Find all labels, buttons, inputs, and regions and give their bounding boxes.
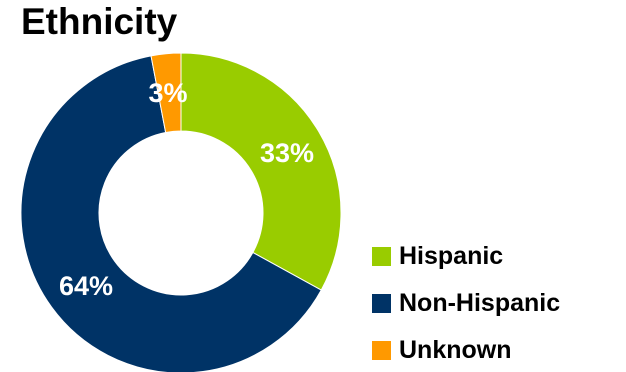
data-label-unknown: 3% [148, 78, 187, 108]
legend-swatch-unknown [372, 341, 391, 360]
legend-label-hispanic: Hispanic [399, 242, 504, 270]
legend-swatch-non-hispanic [372, 294, 391, 313]
slice-unknown [150, 52, 182, 134]
slice-non-hispanic [20, 55, 322, 372]
legend-item-non-hispanic: Non-Hispanic [372, 287, 560, 320]
legend-item-unknown: Unknown [372, 334, 560, 367]
slice-hispanic [180, 52, 342, 291]
legend-item-hispanic: Hispanic [372, 240, 560, 273]
data-label-hispanic: 33% [260, 138, 314, 168]
legend-label-non-hispanic: Non-Hispanic [399, 289, 561, 317]
legend: Hispanic Non-Hispanic Unknown [372, 240, 560, 367]
legend-swatch-hispanic [372, 247, 391, 266]
legend-label-unknown: Unknown [399, 336, 512, 364]
chart-title: Ethnicity [21, 1, 178, 42]
data-label-non-hispanic: 64% [59, 271, 113, 301]
